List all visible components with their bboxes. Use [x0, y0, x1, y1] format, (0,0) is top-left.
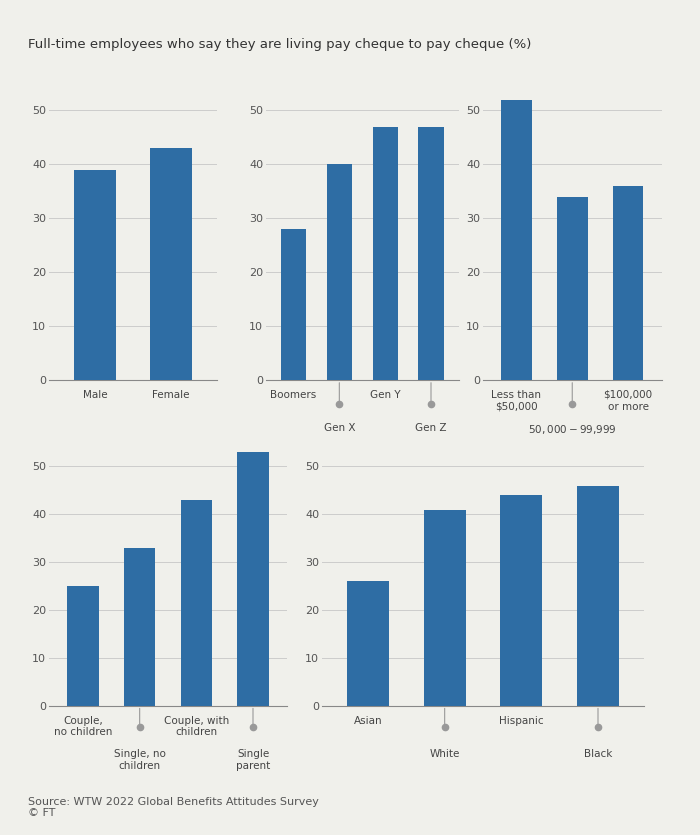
Text: Source: WTW 2022 Global Benefits Attitudes Survey
© FT: Source: WTW 2022 Global Benefits Attitud… [28, 797, 319, 818]
Bar [612, 186, 643, 380]
Bar [181, 500, 212, 706]
Bar [67, 586, 99, 706]
Bar [281, 229, 306, 380]
Bar [424, 509, 466, 706]
Bar [74, 170, 116, 380]
Text: Less than
$50,000: Less than $50,000 [491, 390, 542, 412]
Text: Asian: Asian [354, 716, 382, 726]
Bar [150, 148, 193, 380]
Text: Full-time employees who say they are living pay cheque to pay cheque (%): Full-time employees who say they are liv… [28, 38, 531, 51]
Bar [577, 486, 619, 706]
Text: Female: Female [153, 390, 190, 400]
Bar [124, 548, 155, 706]
Text: Boomers: Boomers [270, 390, 316, 400]
Bar [501, 99, 532, 380]
Text: $50,000-$99,999: $50,000-$99,999 [528, 423, 617, 437]
Bar [557, 197, 587, 380]
Text: Male: Male [83, 390, 107, 400]
Bar [372, 127, 398, 380]
Bar [419, 127, 444, 380]
Text: Couple,
no children: Couple, no children [54, 716, 112, 737]
Text: Gen Y: Gen Y [370, 390, 400, 400]
Text: Couple, with
children: Couple, with children [164, 716, 229, 737]
Bar [347, 581, 389, 706]
Bar [327, 164, 352, 380]
Text: Hispanic: Hispanic [499, 716, 544, 726]
Bar [500, 495, 542, 706]
Text: Single, no
children: Single, no children [113, 749, 166, 771]
Text: Gen Z: Gen Z [415, 423, 447, 433]
Text: Black: Black [584, 749, 612, 759]
Bar [237, 452, 269, 706]
Text: Gen X: Gen X [323, 423, 355, 433]
Text: White: White [430, 749, 460, 759]
Text: $100,000
or more: $100,000 or more [603, 390, 652, 412]
Text: Single
parent: Single parent [236, 749, 270, 771]
